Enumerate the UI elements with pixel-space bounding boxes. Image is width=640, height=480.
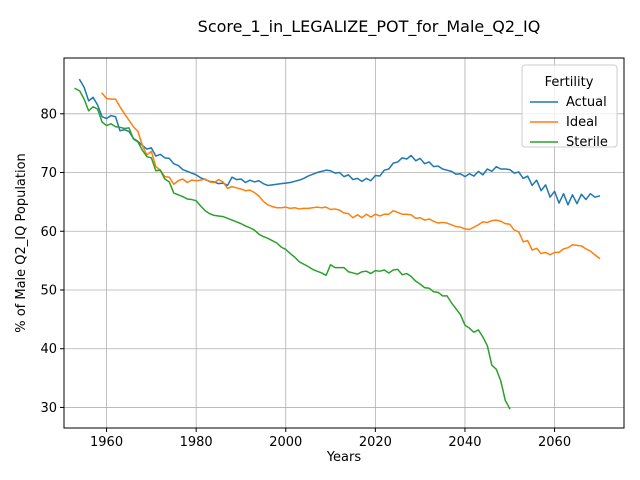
y-tick-label: 70: [40, 166, 57, 181]
legend-label-actual: Actual: [566, 95, 607, 110]
x-axis-label: Years: [326, 450, 362, 465]
x-tick-label: 2000: [269, 435, 302, 450]
x-axis-ticks: 1960 1980 2000 2020 2040 2060: [90, 428, 571, 450]
series-line-sterile: [75, 89, 510, 409]
y-tick-label: 80: [40, 107, 57, 122]
y-tick-label: 60: [40, 225, 57, 240]
y-tick-label: 40: [40, 342, 57, 357]
y-tick-label: 50: [40, 283, 57, 298]
x-tick-label: 1980: [180, 435, 213, 450]
legend: Fertility Actual Ideal Sterile: [522, 65, 617, 150]
x-tick-label: 2040: [448, 435, 481, 450]
x-tick-label: 2060: [538, 435, 571, 450]
x-tick-label: 1960: [90, 435, 123, 450]
legend-label-ideal: Ideal: [566, 115, 598, 130]
series-line-actual: [80, 80, 600, 205]
chart-title: Score_1_in_LEGALIZE_POT_for_Male_Q2_IQ: [198, 17, 541, 37]
legend-label-sterile: Sterile: [566, 135, 608, 150]
legend-title: Fertility: [545, 75, 594, 90]
x-tick-label: 2020: [359, 435, 392, 450]
y-axis-label: % of Male Q2_IQ Population: [14, 153, 29, 333]
y-tick-label: 30: [40, 401, 57, 416]
series-lines: [75, 80, 599, 409]
y-axis-ticks: 30 40 50 60 70 80: [40, 107, 64, 416]
